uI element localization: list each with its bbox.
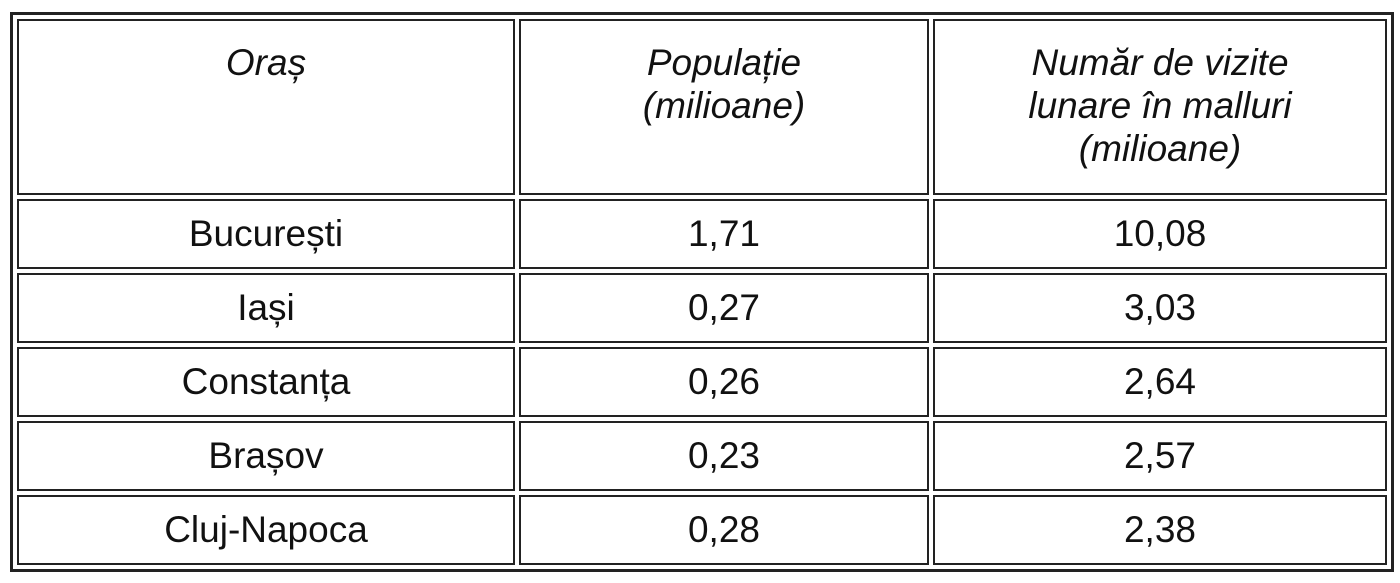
data-table: Oraș Populație (milioane) Număr de vizite lu… [10,12,1394,572]
table-cell: 2,57 [933,421,1387,491]
table-cell: 1,71 [519,199,929,269]
table-row: București 1,71 10,08 [17,199,1387,269]
table-cell: 0,28 [519,495,929,565]
table-cell: 2,64 [933,347,1387,417]
table-row: Cluj-Napoca 0,28 2,38 [17,495,1387,565]
table-cell: Cluj-Napoca [17,495,515,565]
table-cell: 0,23 [519,421,929,491]
header-text: Populație [646,42,802,83]
header-cell: Oraș [17,19,515,195]
table-cell: Iași [17,273,515,343]
table-row: Iași 0,27 3,03 [17,273,1387,343]
table-cell: 3,03 [933,273,1387,343]
table-cell: 2,38 [933,495,1387,565]
header-text: Oraș [225,42,307,83]
table-cell: Brașov [17,421,515,491]
table-cell: Constanța [17,347,515,417]
table-cell: București [17,199,515,269]
header-cell: Număr de vizite lunare în malluri (milioan… [933,19,1387,195]
header-text: (milioane) [642,85,806,126]
header-cell: Populație (milioane) [519,19,929,195]
header-text: Număr de vizite [1031,42,1289,83]
table-cell: 10,08 [933,199,1387,269]
table-body: București 1,71 10,08 Iași 0,27 3,03 Constanța 0… [17,199,1387,565]
header-row: Oraș Populație (milioane) Număr de vizite lu… [17,19,1387,195]
header-text: (milioane) [1078,128,1242,169]
table-cell: 0,27 [519,273,929,343]
header-text: lunare în malluri [1028,85,1292,126]
table-row: Brașov 0,23 2,57 [17,421,1387,491]
table-row: Constanța 0,26 2,64 [17,347,1387,417]
table-cell: 0,26 [519,347,929,417]
